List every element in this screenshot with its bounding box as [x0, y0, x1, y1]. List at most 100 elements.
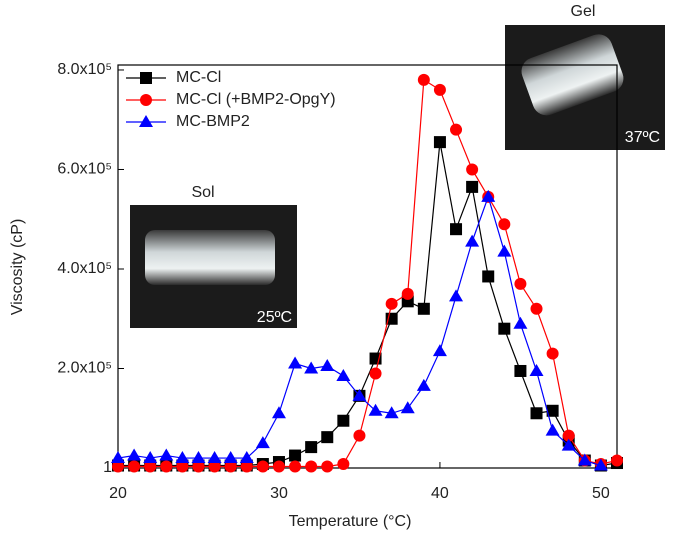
y-tick-label: 8.0x10⁵: [57, 61, 112, 78]
marker: [207, 451, 222, 464]
marker: [337, 414, 350, 427]
inset-temperature: 37ºC: [625, 129, 660, 146]
marker: [112, 460, 124, 473]
y-tick-label: 2.0x10⁵: [57, 360, 112, 377]
inset-label: Gel: [571, 3, 596, 20]
marker: [337, 458, 350, 471]
marker: [239, 451, 254, 464]
marker: [546, 404, 559, 417]
marker: [417, 302, 430, 315]
marker: [288, 356, 303, 369]
marker: [562, 429, 575, 442]
marker: [561, 438, 576, 451]
marker: [514, 364, 527, 377]
marker: [514, 277, 527, 290]
plot-frame: [117, 64, 618, 469]
marker: [481, 189, 496, 202]
marker: [224, 460, 237, 473]
marker: [353, 429, 366, 442]
marker: [271, 406, 286, 419]
marker: [417, 73, 430, 86]
marker: [320, 359, 335, 372]
marker: [401, 287, 414, 300]
vial: [521, 34, 624, 116]
marker: [498, 218, 511, 231]
marker: [289, 460, 302, 473]
marker: [545, 423, 560, 436]
marker: [139, 115, 153, 127]
marker: [433, 136, 446, 149]
marker: [432, 344, 447, 357]
inset-temperature: 25ºC: [257, 309, 292, 326]
x-tick-label: 50: [592, 485, 610, 502]
marker: [143, 451, 158, 464]
marker: [321, 460, 334, 473]
legend-label: MC-BMP2: [176, 113, 250, 130]
marker: [240, 460, 253, 473]
marker: [352, 388, 367, 401]
marker: [611, 454, 623, 467]
marker: [192, 460, 205, 473]
marker: [416, 378, 431, 391]
marker: [160, 460, 173, 473]
legend-label: MC-Cl (+BMP2-OpgY): [176, 91, 336, 108]
y-tick-label: 1: [103, 459, 112, 476]
marker: [369, 367, 382, 380]
marker: [465, 234, 480, 247]
x-tick-label: 30: [270, 485, 288, 502]
marker: [336, 368, 351, 381]
marker: [400, 401, 415, 414]
marker: [305, 460, 318, 473]
marker: [577, 453, 592, 466]
marker: [368, 403, 383, 416]
y-tick-label: 4.0x10⁵: [57, 260, 112, 277]
vial: [145, 230, 275, 285]
inset-label: Sol: [191, 184, 214, 201]
marker: [466, 163, 479, 176]
y-axis-label: Viscosity (cP): [9, 219, 26, 316]
marker: [513, 316, 528, 329]
marker: [140, 72, 152, 84]
marker: [546, 347, 559, 360]
marker: [449, 289, 464, 302]
legend-label: MC-Cl: [176, 69, 221, 86]
marker: [272, 460, 285, 473]
x-tick-label: 20: [109, 485, 127, 502]
marker: [176, 460, 189, 473]
marker: [159, 448, 174, 461]
x-tick-label: 40: [431, 485, 449, 502]
x-axis-label: Temperature (°C): [289, 513, 412, 530]
marker: [497, 244, 512, 257]
marker: [255, 436, 270, 449]
marker: [127, 448, 142, 461]
marker: [144, 460, 157, 473]
marker: [385, 297, 398, 310]
y-tick-label: 6.0x10⁵: [57, 161, 112, 178]
marker: [530, 302, 543, 315]
marker: [321, 431, 334, 444]
inset-sol: Sol 25ºC: [130, 184, 297, 328]
marker: [256, 460, 269, 473]
marker: [208, 460, 221, 473]
marker: [128, 460, 141, 473]
marker: [304, 361, 319, 374]
marker: [529, 363, 544, 376]
marker: [289, 449, 302, 462]
marker: [593, 458, 608, 471]
inset-gel: Gel 37ºC: [505, 3, 665, 150]
marker: [433, 83, 446, 96]
marker: [191, 451, 206, 464]
marker: [305, 441, 318, 454]
marker: [111, 451, 125, 464]
marker: [466, 180, 479, 193]
marker: [450, 223, 463, 236]
marker: [482, 270, 495, 283]
marker: [223, 451, 238, 464]
marker: [175, 451, 190, 464]
marker: [530, 407, 543, 420]
marker: [450, 123, 463, 136]
marker: [498, 322, 511, 335]
marker: [140, 94, 152, 106]
series: [111, 189, 608, 471]
